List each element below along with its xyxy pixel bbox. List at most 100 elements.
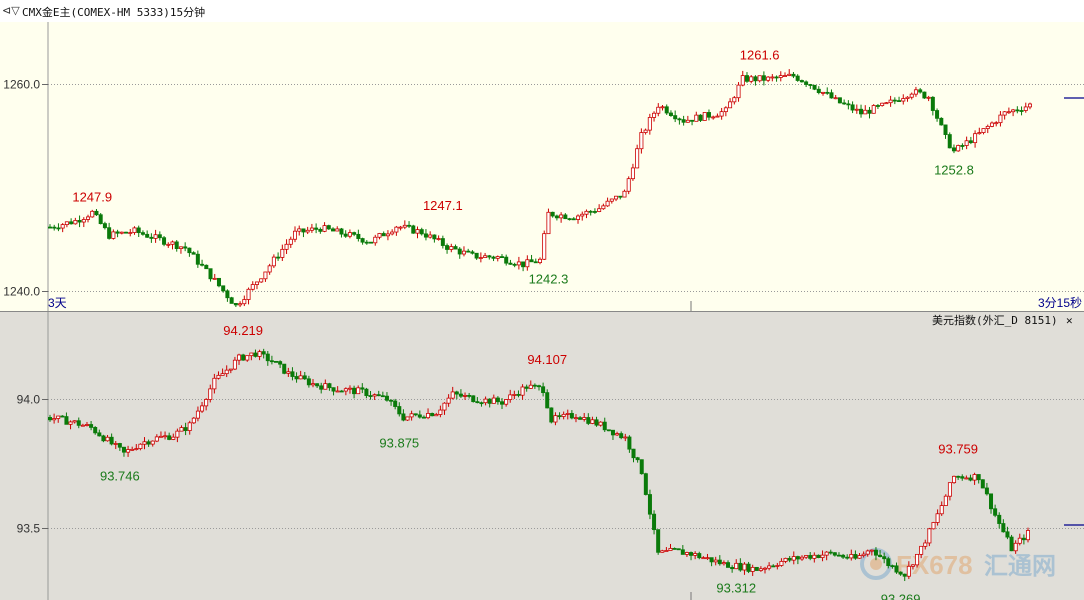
candle: [237, 353, 242, 365]
candle: [305, 226, 310, 235]
candle: [1011, 108, 1016, 117]
candle: [475, 397, 480, 404]
candle: [454, 390, 459, 400]
candle: [886, 556, 891, 569]
candle: [989, 121, 994, 128]
candle: [124, 231, 129, 234]
extreme-annotations: 94.219 93.746 93.875 94.107 93.312 93.759 93.2…: [100, 323, 978, 600]
candle: [81, 217, 86, 228]
candle: [981, 128, 986, 135]
candle: [968, 474, 973, 482]
dollar-index-candlestick-panel[interactable]: 94.093.5 FX678 汇通网 94.21993.74693.87594.…: [0, 312, 1084, 600]
candle: [158, 431, 163, 438]
candle: [738, 558, 743, 572]
candle: [980, 479, 985, 489]
candle: [101, 434, 106, 443]
candle: [820, 550, 825, 562]
candle: [888, 95, 893, 107]
candle: [750, 564, 755, 577]
candle: [512, 390, 517, 399]
candle: [278, 360, 283, 369]
candle: [191, 416, 196, 424]
candle: [208, 384, 213, 403]
candle: [761, 71, 766, 86]
candle: [690, 119, 695, 126]
candle: [175, 428, 180, 443]
candle: [282, 363, 287, 375]
candle: [973, 130, 978, 148]
candle: [495, 255, 500, 262]
candle: [327, 382, 332, 391]
low-label: 93.746: [100, 469, 140, 484]
candle: [994, 121, 999, 127]
close-icon[interactable]: ✕: [1066, 314, 1073, 327]
candle: [369, 241, 374, 244]
candle: [812, 84, 817, 91]
candle: [964, 475, 969, 480]
candle: [461, 246, 466, 257]
candle: [664, 104, 669, 115]
candle: [795, 555, 800, 565]
candle: [524, 384, 529, 392]
candle: [109, 433, 114, 446]
candle: [630, 163, 635, 181]
candle: [474, 252, 479, 260]
candle: [890, 564, 895, 569]
candle: [426, 408, 431, 420]
candle: [804, 555, 809, 560]
candle: [471, 395, 476, 403]
candle: [1005, 526, 1010, 540]
candle: [276, 252, 281, 261]
candle: [668, 110, 673, 117]
candle: [56, 223, 61, 232]
candle: [956, 144, 961, 152]
candle: [627, 435, 632, 453]
candle: [930, 96, 935, 116]
candle: [274, 360, 279, 363]
candle: [284, 239, 289, 254]
candle: [578, 416, 583, 420]
candle: [163, 431, 168, 440]
candle: [993, 504, 998, 518]
candle: [567, 217, 572, 221]
candle: [845, 554, 850, 560]
candle: [434, 412, 439, 417]
candle: [171, 433, 176, 441]
candle: [697, 551, 702, 560]
candle: [619, 431, 624, 440]
candle: [550, 211, 555, 218]
candle: [631, 448, 636, 463]
candle: [685, 115, 690, 123]
candle: [298, 370, 303, 380]
candle: [984, 482, 989, 496]
back-forward-icon[interactable]: ⊲▽: [2, 4, 20, 17]
candle: [715, 113, 720, 118]
candle: [438, 405, 443, 418]
candle: [157, 231, 162, 241]
candle: [779, 558, 784, 567]
candle: [861, 551, 866, 558]
candle: [259, 278, 264, 283]
candle: [592, 208, 597, 214]
candle: [398, 225, 403, 231]
high-label: 93.759: [938, 441, 978, 456]
candle: [749, 75, 754, 84]
candle: [432, 234, 437, 243]
candle: [1009, 534, 1014, 552]
candle: [615, 431, 620, 436]
candle: [758, 566, 763, 572]
candle: [504, 399, 509, 407]
candle: [520, 384, 525, 400]
candle: [927, 527, 932, 547]
candle: [859, 104, 864, 118]
candle: [478, 252, 483, 263]
candle: [939, 501, 944, 516]
candle: [72, 420, 77, 424]
candle: [787, 69, 792, 77]
candle: [245, 355, 250, 362]
candle: [816, 86, 821, 95]
candle: [516, 390, 521, 398]
candle: [832, 552, 837, 557]
